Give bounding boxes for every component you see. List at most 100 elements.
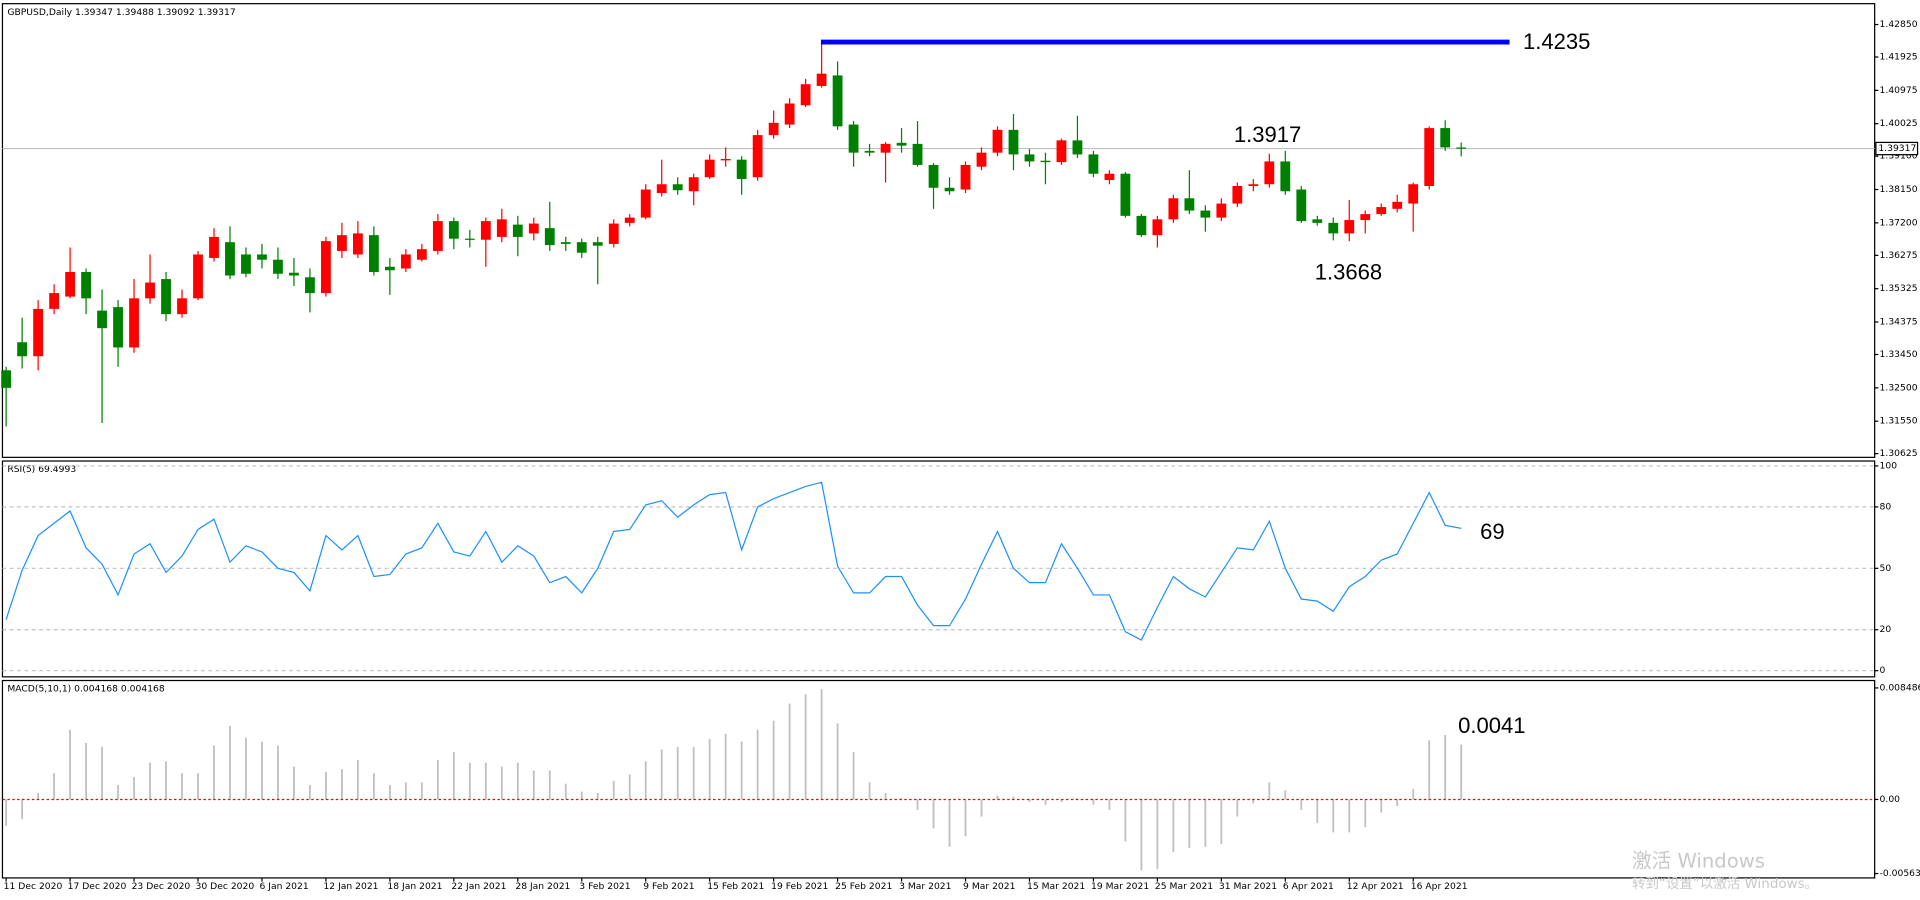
candle-body bbox=[1216, 203, 1227, 218]
x-tick-label: 9 Mar 2021 bbox=[963, 881, 1015, 892]
candle-body bbox=[177, 298, 187, 315]
candle-body bbox=[65, 272, 75, 297]
candle-body bbox=[1248, 184, 1259, 187]
candle-body bbox=[1456, 147, 1467, 149]
macd-panel bbox=[1, 679, 1876, 879]
y-tick-label: 1.34375 bbox=[1880, 317, 1918, 328]
y-tick-label: 1.32500 bbox=[1880, 382, 1918, 393]
candle-body bbox=[1136, 215, 1147, 236]
candle-body bbox=[145, 282, 155, 299]
x-tick-label: 9 Feb 2021 bbox=[643, 881, 694, 892]
y-tick-label: 0 bbox=[1880, 665, 1886, 676]
candle-body bbox=[992, 129, 1003, 153]
x-tick-label: 30 Dec 2020 bbox=[196, 881, 255, 892]
y-tick-label: 1.33450 bbox=[1880, 349, 1918, 360]
y-tick-label: 1.37200 bbox=[1880, 217, 1918, 228]
price-chart-title: GBPUSD,Daily 1.39347 1.39488 1.39092 1.3… bbox=[7, 7, 235, 18]
candle-body bbox=[305, 277, 315, 294]
candle-body bbox=[976, 152, 987, 167]
candle-body bbox=[608, 223, 619, 244]
rsi-title: RSI(5) 69.4993 bbox=[7, 464, 76, 475]
candle-body bbox=[209, 236, 219, 258]
x-tick-label: 19 Feb 2021 bbox=[771, 881, 828, 892]
macd-annotation: 0.0041 bbox=[1458, 713, 1525, 738]
y-tick-label: 1.30625 bbox=[1880, 448, 1918, 459]
price-annotation: 1.3668 bbox=[1315, 259, 1382, 284]
y-tick-label: 1.36275 bbox=[1880, 250, 1918, 261]
candle-body bbox=[480, 221, 491, 240]
candle-body bbox=[1024, 154, 1035, 162]
candle-body bbox=[720, 158, 731, 161]
y-tick-label: 1.31550 bbox=[1880, 416, 1918, 427]
candle-body bbox=[800, 84, 811, 106]
candle-body bbox=[1008, 129, 1019, 155]
x-tick-label: 22 Jan 2021 bbox=[451, 881, 506, 892]
candle-body bbox=[129, 298, 139, 348]
candle-body bbox=[432, 221, 443, 251]
candle-body bbox=[1360, 214, 1371, 221]
candle-body bbox=[832, 75, 843, 127]
candle-body bbox=[241, 254, 251, 274]
x-tick-label: 23 Dec 2020 bbox=[132, 881, 191, 892]
y-tick-label: 20 bbox=[1880, 624, 1892, 635]
candle-body bbox=[1120, 173, 1131, 216]
candle-body bbox=[896, 142, 907, 146]
candle-body bbox=[688, 177, 699, 192]
candle-body bbox=[944, 187, 955, 192]
candle-body bbox=[321, 241, 331, 294]
candle-body bbox=[1200, 210, 1211, 218]
x-tick-label: 18 Jan 2021 bbox=[387, 881, 442, 892]
candle-body bbox=[400, 254, 411, 269]
candle-body bbox=[512, 224, 523, 237]
candle-body bbox=[672, 184, 683, 191]
y-tick-label: -0.005636 bbox=[1880, 868, 1920, 879]
candle-body bbox=[560, 242, 571, 244]
candle-body bbox=[97, 310, 107, 329]
candle-body bbox=[1, 370, 12, 388]
candle-body bbox=[640, 189, 651, 218]
candle-body bbox=[1440, 128, 1451, 148]
current-price-tag bbox=[1875, 141, 1919, 156]
candle-body bbox=[592, 242, 603, 246]
candle-body bbox=[273, 259, 283, 274]
candle-body bbox=[496, 219, 507, 237]
candle-body bbox=[113, 307, 123, 348]
y-tick-label: 1.42850 bbox=[1880, 19, 1918, 30]
candle-body bbox=[225, 242, 235, 276]
candle-body bbox=[848, 124, 859, 153]
candle-body bbox=[1184, 198, 1195, 211]
candle-body bbox=[1040, 160, 1051, 163]
candle-body bbox=[464, 238, 475, 240]
candle-body bbox=[1072, 140, 1083, 155]
y-tick-label: 0.008486 bbox=[1880, 682, 1920, 693]
y-tick-label: 100 bbox=[1880, 460, 1898, 471]
candle-body bbox=[656, 184, 667, 194]
y-tick-label: 1.41925 bbox=[1880, 51, 1918, 62]
macd-title: MACD(5,10,1) 0.004168 0.004168 bbox=[7, 684, 165, 695]
candle-body bbox=[784, 103, 795, 125]
candle-body bbox=[1376, 207, 1387, 215]
candle-body bbox=[81, 272, 91, 299]
rsi-panel bbox=[1, 460, 1876, 678]
x-tick-label: 12 Apr 2021 bbox=[1347, 881, 1404, 892]
candle-body bbox=[960, 164, 971, 190]
candle-body bbox=[1312, 219, 1323, 223]
y-tick-label: 1.40025 bbox=[1880, 118, 1918, 129]
candle-body bbox=[1296, 189, 1307, 222]
candle-body bbox=[736, 159, 747, 179]
x-tick-label: 16 Apr 2021 bbox=[1411, 881, 1468, 892]
candle-body bbox=[704, 159, 715, 178]
candle-body bbox=[1408, 184, 1419, 204]
x-tick-label: 15 Mar 2021 bbox=[1027, 881, 1085, 892]
candle-body bbox=[17, 342, 28, 357]
candle-body bbox=[576, 242, 587, 253]
x-tick-label: 25 Mar 2021 bbox=[1155, 881, 1213, 892]
candle-body bbox=[193, 254, 203, 299]
candle-body bbox=[768, 122, 779, 136]
candle-body bbox=[448, 221, 459, 239]
candle-body bbox=[1104, 173, 1115, 181]
candle-body bbox=[33, 308, 44, 357]
y-tick-label: 50 bbox=[1880, 563, 1892, 574]
x-tick-label: 3 Feb 2021 bbox=[579, 881, 630, 892]
